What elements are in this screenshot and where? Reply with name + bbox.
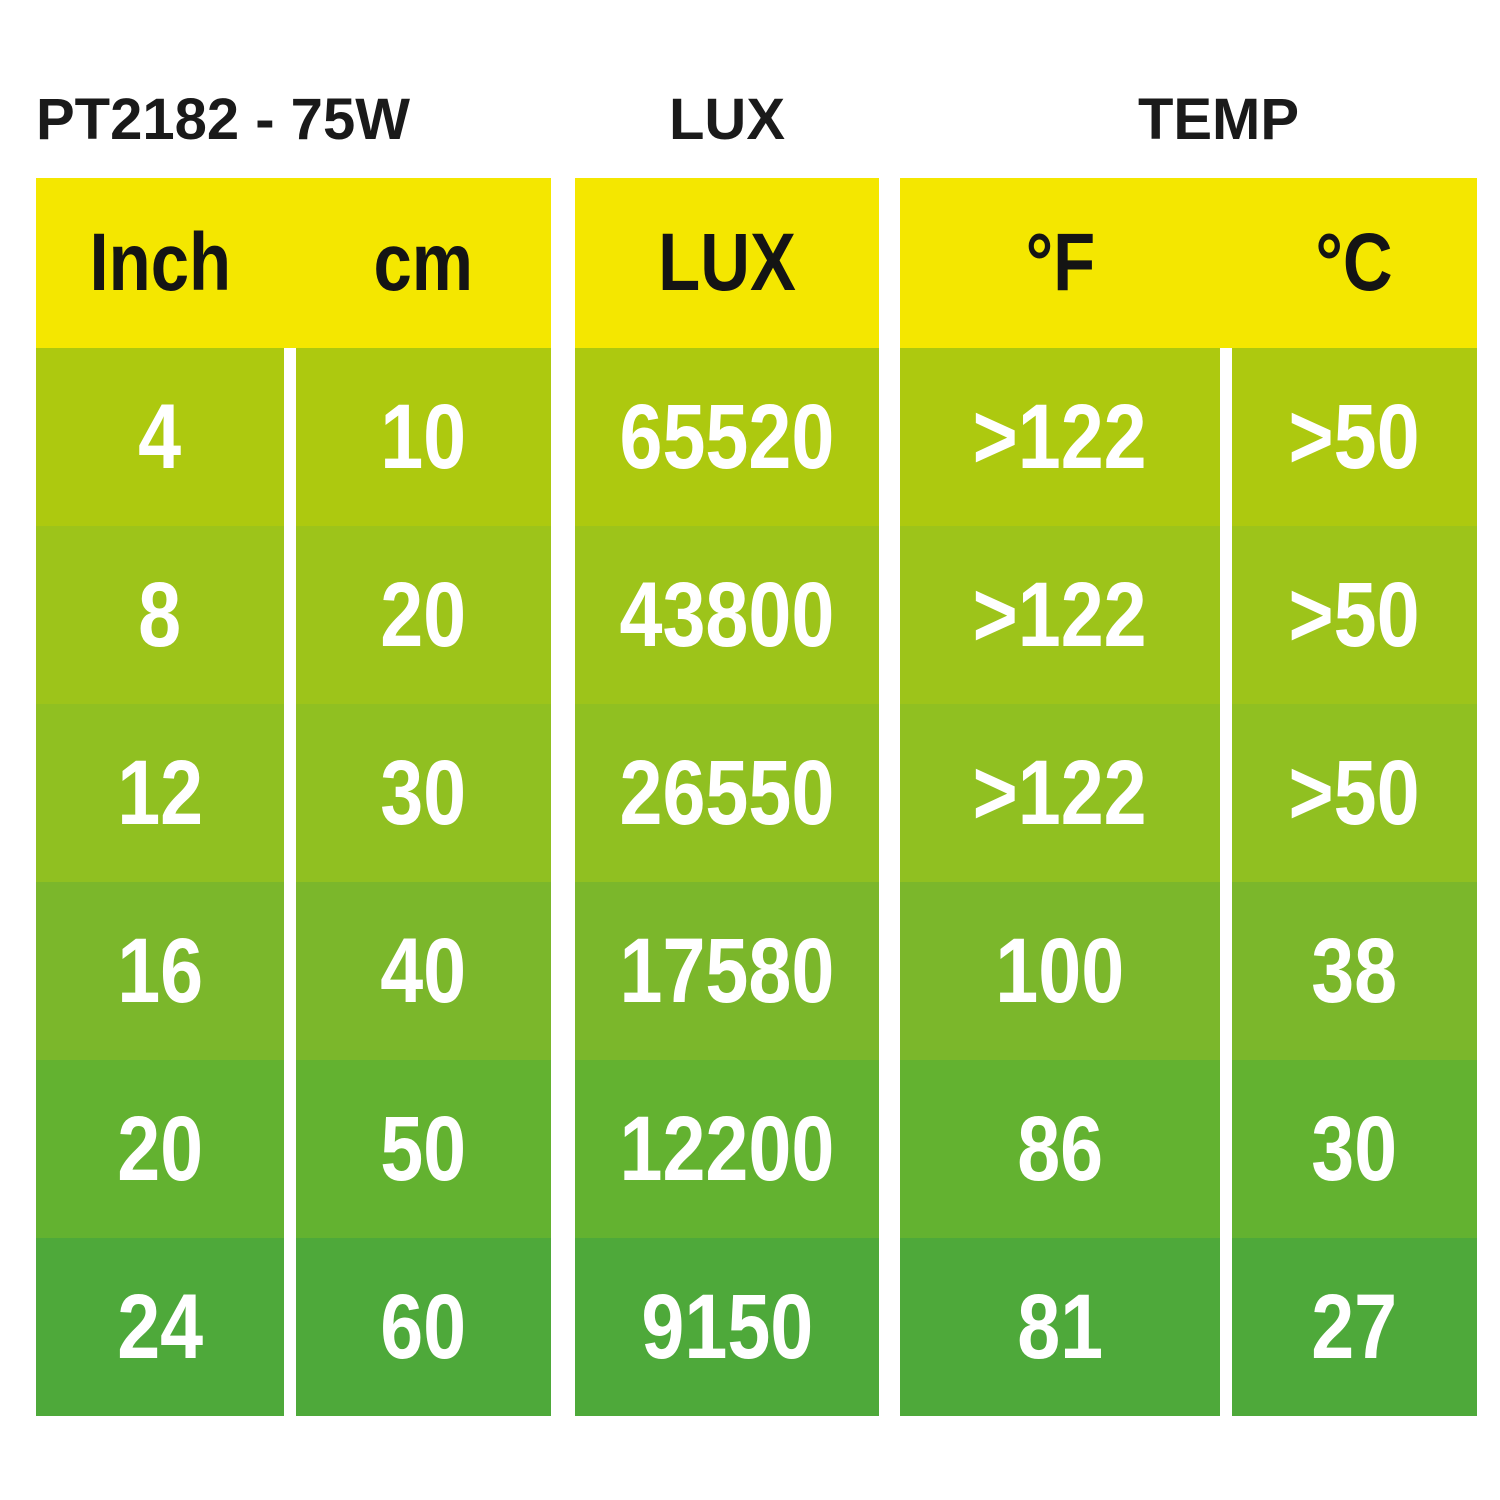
table-row: 24 60 [36,1238,551,1416]
table-row: 81 27 [900,1238,1477,1416]
table-row: 12 30 [36,704,551,882]
cm-value: 40 [296,882,551,1060]
table-row: 8 20 [36,526,551,704]
table-row: 17580 [575,882,879,1060]
celsius-value: 30 [1232,1060,1477,1238]
column-header-celsius: °C [1315,217,1394,308]
lux-value: 12200 [575,1060,879,1238]
fahrenheit-value: >122 [900,348,1220,526]
table-row: 26550 [575,704,879,882]
inch-value: 8 [36,526,284,704]
table-row: 65520 [575,348,879,526]
lux-block: LUX 65520 43800 26550 17580 12200 9150 [575,178,879,1416]
product-title: PT2182 - 75W [36,87,410,152]
celsius-value: >50 [1232,704,1477,882]
cm-value: 20 [296,526,551,704]
inch-value: 16 [36,882,284,1060]
fahrenheit-value: 81 [900,1238,1220,1416]
table-row: >122 >50 [900,348,1477,526]
column-header-cm: cm [373,217,474,308]
temperature-header: °F °C [900,178,1477,348]
lux-section-heading: LUX [669,87,785,152]
table-row: 16 40 [36,882,551,1060]
cm-value: 10 [296,348,551,526]
column-header-inch: Inch [89,217,231,308]
fahrenheit-value: >122 [900,704,1220,882]
table-row: >122 >50 [900,704,1477,882]
celsius-value: 27 [1232,1238,1477,1416]
inch-value: 12 [36,704,284,882]
inch-value: 24 [36,1238,284,1416]
fahrenheit-value: 100 [900,882,1220,1060]
inch-value: 4 [36,348,284,526]
table-row: 4 10 [36,348,551,526]
table-row: 9150 [575,1238,879,1416]
celsius-value: 38 [1232,882,1477,1060]
fahrenheit-value: >122 [900,526,1220,704]
lux-value: 9150 [575,1238,879,1416]
celsius-value: >50 [1232,526,1477,704]
lux-value: 17580 [575,882,879,1060]
distance-block: Inch cm 4 10 8 20 12 30 16 40 20 50 24 6… [36,178,551,1416]
table-row: 20 50 [36,1060,551,1238]
column-header-fahrenheit: °F [1025,217,1095,308]
lux-value: 43800 [575,526,879,704]
temperature-block: °F °C >122 >50 >122 >50 >122 >50 100 38 … [900,178,1477,1416]
table-row: >122 >50 [900,526,1477,704]
table-row: 100 38 [900,882,1477,1060]
celsius-value: >50 [1232,348,1477,526]
table-row: 86 30 [900,1060,1477,1238]
cm-value: 50 [296,1060,551,1238]
fahrenheit-value: 86 [900,1060,1220,1238]
table-row: 12200 [575,1060,879,1238]
cm-value: 30 [296,704,551,882]
lux-header: LUX [575,178,879,348]
lux-value: 26550 [575,704,879,882]
distance-header: Inch cm [36,178,551,348]
table-row: 43800 [575,526,879,704]
cm-value: 60 [296,1238,551,1416]
temp-section-heading: TEMP [1137,87,1300,152]
lux-value: 65520 [575,348,879,526]
column-header-lux: LUX [658,217,796,308]
inch-value: 20 [36,1060,284,1238]
